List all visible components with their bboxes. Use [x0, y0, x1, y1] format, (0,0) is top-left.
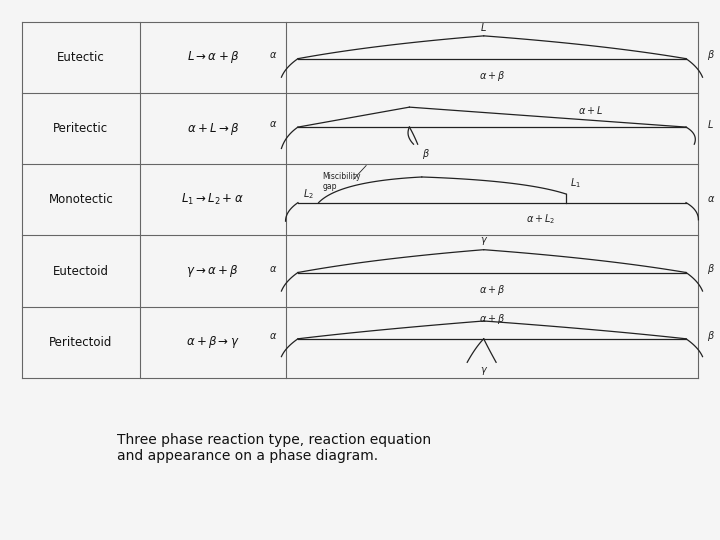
Text: $L_1 \rightarrow L_2 + \alpha$: $L_1 \rightarrow L_2 + \alpha$ [181, 192, 244, 207]
Text: $L_1$: $L_1$ [570, 176, 582, 190]
Text: $L_2$: $L_2$ [303, 187, 315, 201]
Text: $\beta$: $\beta$ [422, 147, 430, 161]
Text: Three phase reaction type, reaction equation
and appearance on a phase diagram.: Three phase reaction type, reaction equa… [117, 433, 431, 463]
Text: $\alpha + L_2$: $\alpha + L_2$ [526, 213, 556, 226]
Text: Peritectic: Peritectic [53, 122, 109, 135]
Text: $\gamma$: $\gamma$ [480, 365, 488, 377]
Text: $L$: $L$ [480, 21, 487, 33]
Text: $\alpha$: $\alpha$ [269, 264, 277, 274]
Text: $\beta$: $\beta$ [706, 48, 714, 62]
Text: $\gamma$: $\gamma$ [480, 235, 488, 247]
Text: $L \rightarrow \alpha + \beta$: $L \rightarrow \alpha + \beta$ [186, 49, 239, 65]
Text: $\alpha + L \rightarrow \beta$: $\alpha + L \rightarrow \beta$ [186, 120, 239, 137]
Text: $\alpha$: $\alpha$ [269, 331, 277, 341]
Text: $\alpha + L$: $\alpha + L$ [577, 104, 603, 117]
Text: $\alpha + \beta$: $\alpha + \beta$ [479, 69, 505, 83]
Text: $\beta$: $\beta$ [706, 262, 714, 276]
Text: Miscibility
gap: Miscibility gap [323, 172, 361, 191]
Text: Peritectoid: Peritectoid [49, 336, 112, 349]
Text: $\alpha$: $\alpha$ [269, 50, 277, 60]
Text: $\beta$: $\beta$ [706, 329, 714, 343]
Text: $\alpha$: $\alpha$ [706, 194, 715, 204]
Text: Eutectoid: Eutectoid [53, 265, 109, 278]
Text: $\alpha$: $\alpha$ [269, 119, 277, 129]
Text: Monotectic: Monotectic [48, 193, 113, 206]
Text: $L$: $L$ [706, 118, 714, 130]
Text: $\alpha + \beta$: $\alpha + \beta$ [479, 312, 505, 326]
Text: Eutectic: Eutectic [57, 51, 104, 64]
Text: $\gamma \rightarrow \alpha + \beta$: $\gamma \rightarrow \alpha + \beta$ [186, 263, 239, 279]
Text: $\alpha + \beta$: $\alpha + \beta$ [479, 283, 505, 297]
Text: $\alpha + \beta \rightarrow \gamma$: $\alpha + \beta \rightarrow \gamma$ [186, 334, 240, 350]
